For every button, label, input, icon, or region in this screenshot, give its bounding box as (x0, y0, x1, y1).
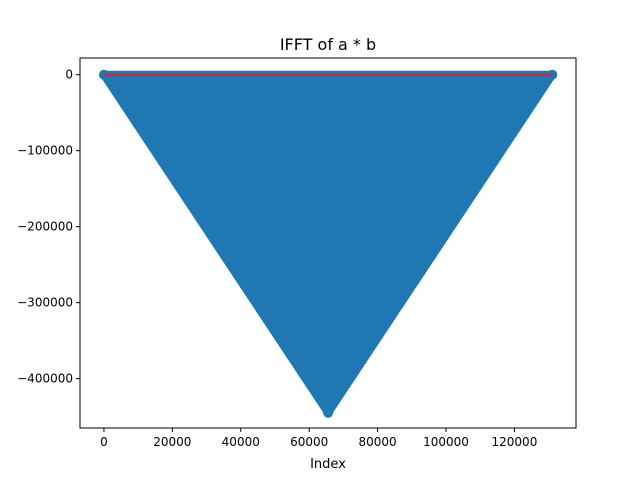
x-axis-label: Index (310, 457, 346, 472)
x-tick-label: 20000 (153, 435, 191, 449)
data-layer (98, 69, 558, 418)
x-tick-label: 80000 (359, 435, 397, 449)
x-tick-label: 60000 (290, 435, 328, 449)
stem-marker-min (323, 407, 334, 418)
x-tick-label: 40000 (222, 435, 260, 449)
y-tick-label: 0 (65, 68, 73, 82)
y-tick-label: −200000 (17, 220, 73, 234)
plot-area: 0 20000 40000 60000 80000 100000 120000 0 −1000… (17, 57, 577, 449)
y-tick-label: −300000 (17, 296, 73, 310)
y-axis-ticks: 0 −100000 −200000 −300000 −400000 (17, 68, 80, 386)
x-tick-label: 100000 (423, 435, 469, 449)
x-axis-ticks: 0 20000 40000 60000 80000 100000 120000 (100, 428, 537, 449)
y-tick-label: −400000 (17, 372, 73, 386)
x-tick-label: 120000 (492, 435, 538, 449)
axes-frame (79, 57, 577, 429)
chart-title: IFFT of a * b (280, 35, 376, 54)
y-tick-label: −100000 (17, 144, 73, 158)
x-tick-label: 0 (100, 435, 108, 449)
